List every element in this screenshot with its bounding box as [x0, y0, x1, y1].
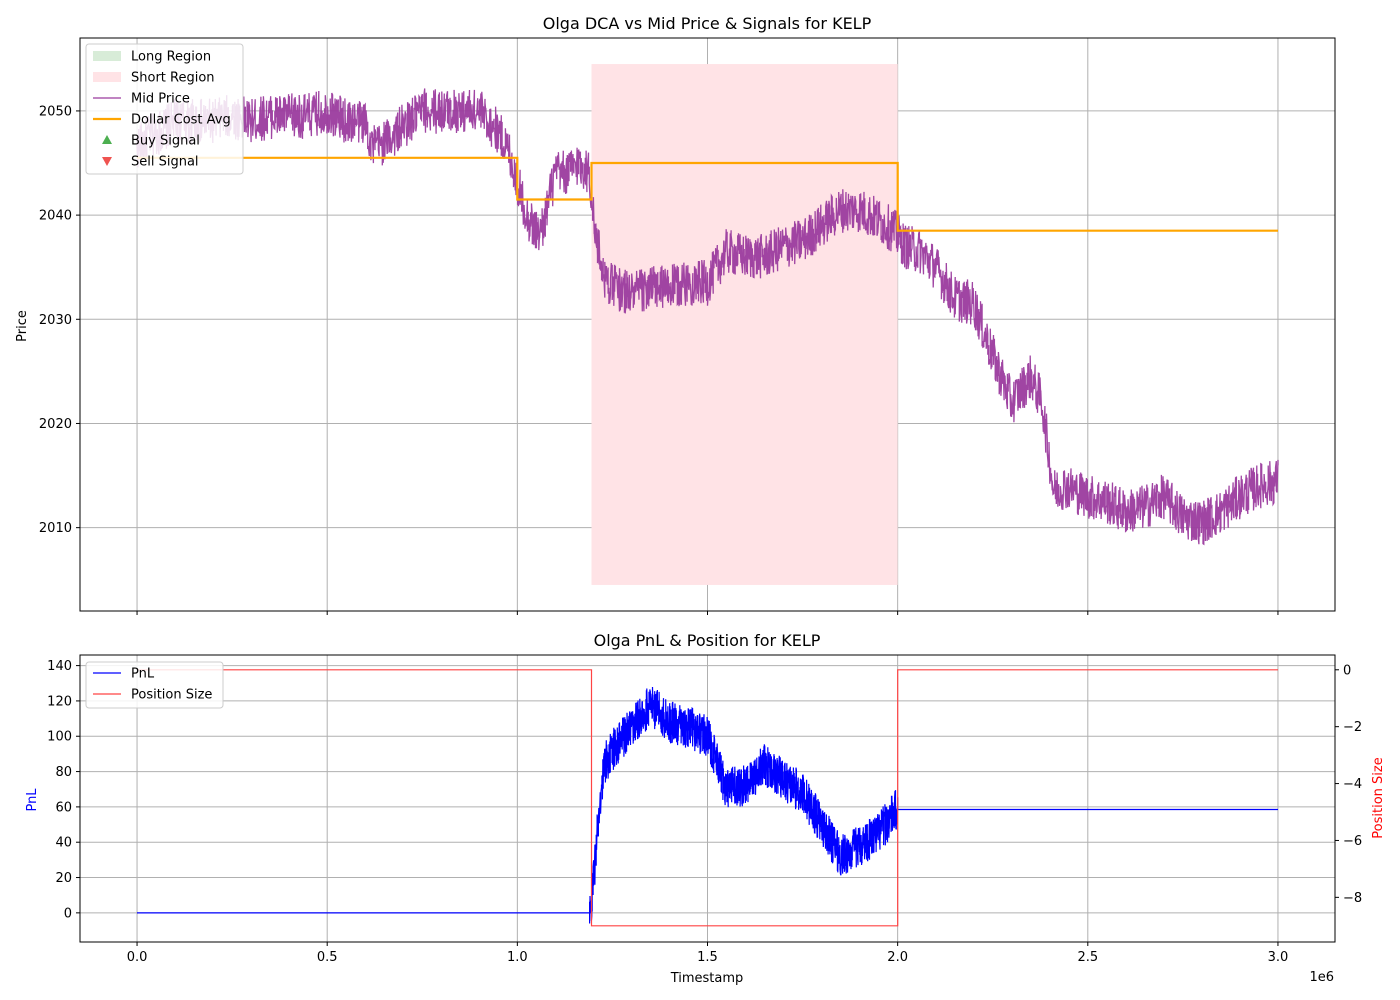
pnl-y-axis-label: PnL — [25, 788, 40, 812]
legend-swatch-patch — [93, 72, 121, 82]
pnl-x-tick-label: 2.0 — [887, 950, 908, 965]
pnl-x-tick-label: 2.5 — [1077, 950, 1098, 965]
pnl-legend-label: PnL — [131, 667, 155, 682]
pnl-y-tick-label: 0 — [64, 906, 72, 921]
sell-signal-marker-icon — [102, 157, 112, 166]
mid-price-line — [136, 88, 1279, 546]
legend-swatch-patch — [93, 51, 121, 61]
price-legend-label: Long Region — [131, 50, 211, 65]
price-y-axis-label: Price — [15, 310, 30, 342]
price-y-tick-label: 2040 — [39, 209, 72, 224]
price-series — [136, 88, 1279, 546]
position-size-line — [137, 669, 1278, 927]
price-y-tick-label: 2030 — [39, 313, 72, 328]
price-y-tick-label: 2050 — [39, 104, 72, 119]
pnl-x-tick-label: 0.5 — [317, 950, 338, 965]
pnl-x-tick-label: 1.0 — [507, 950, 528, 965]
pnl-legend-label: Position Size — [131, 688, 212, 703]
pnl-y-tick-label: 20 — [55, 871, 72, 886]
pnl-y-tick-label: 120 — [47, 694, 72, 709]
position-y-ticks: 0 −2 −4 −6 −8 — [1335, 663, 1362, 906]
position-y-tick-label: −8 — [1343, 891, 1362, 906]
buy-signal-marker-icon — [102, 135, 112, 144]
price-y-ticks: 2010 2020 2030 2040 2050 — [39, 104, 80, 536]
price-legend: Long Region Short Region Mid Price Dollar C… — [85, 43, 244, 175]
position-y-tick-label: −2 — [1343, 720, 1362, 735]
price-legend-label: Sell Signal — [131, 155, 199, 170]
pnl-x-tick-label: 0.0 — [127, 950, 148, 965]
pnl-line — [137, 686, 1278, 924]
price-x-ticks — [136, 611, 1279, 615]
pnl-chart-title: Olga PnL & Position for KELP — [594, 631, 821, 650]
price-legend-label: Short Region — [131, 71, 215, 86]
pnl-panel: Olga PnL & Position for KELP 0.0 0.5 1.0 1.… — [25, 631, 1386, 986]
pnl-series — [137, 669, 1278, 927]
x-axis-offset-label: 1e6 — [1309, 970, 1334, 985]
price-legend-label: Mid Price — [131, 92, 190, 107]
pnl-y-tick-label: 100 — [47, 730, 72, 745]
position-y-tick-label: −4 — [1343, 777, 1362, 792]
price-y-tick-label: 2010 — [39, 521, 72, 536]
price-chart-title: Olga DCA vs Mid Price & Signals for KELP — [543, 14, 872, 33]
position-y-tick-label: −6 — [1343, 834, 1362, 849]
price-regions — [591, 64, 898, 585]
pnl-x-tick-label: 1.5 — [697, 950, 718, 965]
price-panel: Olga DCA vs Mid Price & Signals for KELP… — [15, 14, 1336, 615]
price-legend-label: Dollar Cost Avg — [131, 113, 231, 128]
price-y-tick-label: 2020 — [39, 417, 72, 432]
position-y-axis-label: Position Size — [1371, 757, 1386, 838]
dollar-cost-avg-line — [137, 156, 1278, 232]
pnl-y-tick-label: 60 — [55, 800, 72, 815]
price-legend-box — [85, 43, 244, 175]
pnl-y-tick-label: 40 — [55, 836, 72, 851]
pnl-y-ticks: 0 20 40 60 80 100 120 140 — [47, 659, 80, 921]
pnl-grid — [80, 655, 1335, 942]
x-axis-label: Timestamp — [670, 971, 744, 986]
position-y-tick-label: 0 — [1343, 663, 1351, 678]
short-region-band — [591, 64, 898, 585]
pnl-x-tick-label: 3.0 — [1268, 950, 1289, 965]
price-legend-label: Buy Signal — [131, 134, 200, 149]
pnl-y-tick-label: 140 — [47, 659, 72, 674]
pnl-y-tick-label: 80 — [55, 765, 72, 780]
pnl-legend: PnL Position Size — [85, 661, 224, 709]
pnl-x-ticks: 0.0 0.5 1.0 1.5 2.0 2.5 3.0 — [127, 942, 1289, 965]
